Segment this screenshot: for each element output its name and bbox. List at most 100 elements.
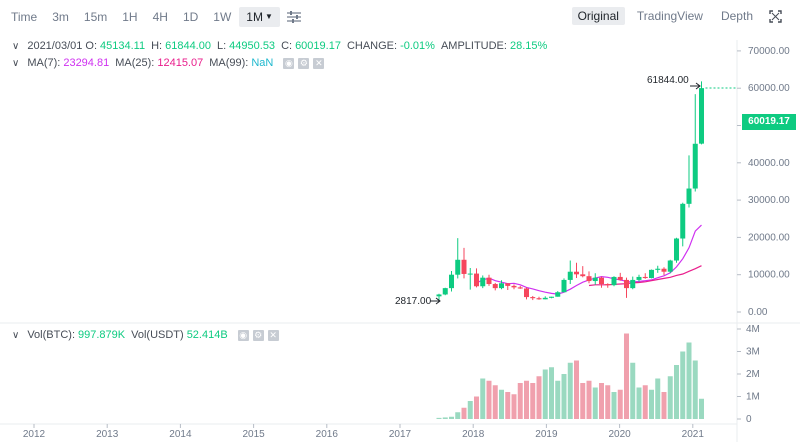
ma99-value: NaN: [251, 57, 274, 69]
candle-body: [524, 288, 529, 298]
candle-body: [474, 273, 479, 287]
volume-bar: [605, 385, 611, 419]
interval-1d-button[interactable]: 1D: [182, 10, 199, 24]
interval-time-button[interactable]: Time: [11, 10, 38, 24]
candle-body: [655, 268, 661, 270]
volume-tick-label: 0: [746, 414, 752, 425]
candle-body: [567, 271, 573, 280]
volume-bar: [642, 385, 648, 419]
price-tick-label: 30000.00: [748, 195, 790, 206]
volume-bar: [680, 351, 686, 419]
candle-body: [680, 203, 686, 239]
volume-bar: [674, 365, 679, 419]
interval-15m-button[interactable]: 15m: [83, 10, 108, 24]
volume-bar: [442, 417, 448, 419]
volume-bar: [649, 389, 654, 419]
ma25-label: MA(25):: [115, 57, 155, 69]
caret-down-icon: ▼: [264, 12, 273, 22]
high-value: 61844.00: [165, 40, 211, 52]
volume-bar: [686, 342, 692, 419]
candle-body: [624, 279, 629, 289]
vol-btc-value: 997.879K: [78, 329, 126, 341]
volume-bar: [517, 383, 523, 419]
volume-bar: [549, 367, 554, 419]
close-value: 60019.17: [295, 40, 341, 52]
chart-toolbar: Time 3m 15m 1H 4H 1D 1W 1M ▼ Original Tra…: [0, 0, 800, 34]
interval-1m-label: 1M: [246, 9, 263, 24]
volume-bar: [574, 360, 579, 419]
volume-bar: [536, 376, 542, 419]
volume-bar: [555, 380, 561, 419]
volume-bar: [692, 360, 698, 419]
interval-1m-dropdown[interactable]: 1M ▼: [239, 6, 280, 28]
time-tick-label: 2020: [608, 429, 631, 440]
candle-body: [574, 271, 579, 275]
interval-3m-button[interactable]: 3m: [52, 10, 69, 24]
ohlc-date: 2021/03/01: [27, 40, 83, 52]
candle-body: [511, 285, 517, 288]
last-price-tag: 60019.17: [742, 114, 796, 130]
volume-legend: ∨ Vol(BTC): 997.879K Vol(USDT) 52.414B ◉…: [12, 329, 279, 341]
interval-4h-button[interactable]: 4H: [152, 10, 168, 24]
low-arrow-icon: [430, 297, 441, 305]
candle-body: [530, 297, 536, 299]
close-label: C:: [281, 40, 293, 52]
candle-body: [436, 294, 442, 297]
volume-bar: [630, 362, 636, 419]
view-depth-button[interactable]: Depth: [720, 9, 753, 23]
interval-1w-button[interactable]: 1W: [213, 10, 232, 24]
volume-tick-label: 1M: [746, 392, 760, 403]
candlestick-chart[interactable]: 70000.0060000.0050000.0040000.0030000.00…: [0, 34, 800, 442]
price-tick-label: 10000.00: [748, 270, 790, 281]
vol-visibility-eye-icon[interactable]: ◉: [237, 329, 249, 341]
volume-tick-label: 2M: [746, 369, 760, 380]
volume-bar: [542, 369, 548, 419]
ma-visibility-eye-icon[interactable]: ◉: [283, 57, 295, 69]
candle-body: [605, 284, 611, 286]
ma-collapse-chevron-icon[interactable]: ∨: [12, 57, 20, 69]
fullscreen-icon[interactable]: [769, 9, 782, 23]
ma-close-icon[interactable]: ✕: [313, 57, 325, 69]
time-tick-label: 2021: [682, 429, 705, 440]
vol-close-icon[interactable]: ✕: [267, 329, 279, 341]
candle-body: [661, 268, 667, 272]
interval-1h-button[interactable]: 1H: [122, 10, 138, 24]
vol-settings-gear-icon[interactable]: ⚙: [252, 329, 264, 341]
candle-body: [617, 276, 623, 280]
collapse-chevron-icon[interactable]: ∨: [12, 40, 20, 52]
ma-settings-gear-icon[interactable]: ⚙: [298, 57, 310, 69]
price-tick-label: 20000.00: [748, 232, 790, 243]
indicator-settings-icon[interactable]: [286, 11, 301, 23]
ma-legend: ∨ MA(7): 23294.81 MA(25): 12415.07 MA(99…: [12, 57, 325, 69]
chart-area[interactable]: 70000.0060000.0050000.0040000.0030000.00…: [0, 34, 800, 442]
high-annotation: 61844.00: [647, 75, 689, 86]
volume-tick-label: 4M: [746, 324, 760, 335]
candle-body: [486, 277, 492, 285]
candle-body: [642, 276, 648, 279]
volume-bar: [499, 389, 504, 419]
candle-body: [686, 188, 692, 204]
candle-body: [592, 277, 598, 282]
time-tick-label: 2016: [316, 429, 339, 440]
view-switcher: Original TradingView Depth: [566, 7, 782, 25]
view-tradingview-button[interactable]: TradingView: [636, 9, 703, 23]
time-tick-label: 2015: [242, 429, 265, 440]
volume-collapse-chevron-icon[interactable]: ∨: [12, 329, 20, 341]
volume-bar: [467, 401, 473, 419]
candle-body: [461, 259, 467, 274]
volume-bar: [461, 407, 467, 419]
candle-body: [674, 238, 679, 261]
candle-body: [636, 276, 642, 280]
volume-bar: [561, 374, 567, 419]
open-label: O:: [85, 40, 98, 52]
price-tick-label: 40000.00: [748, 158, 790, 169]
volume-bar: [505, 392, 511, 419]
view-original-button[interactable]: Original: [571, 7, 625, 25]
candle-body: [692, 143, 698, 189]
low-label: L:: [216, 40, 227, 52]
time-tick-label: 2017: [389, 429, 412, 440]
candle-body: [536, 298, 542, 300]
volume-bar: [611, 392, 617, 419]
volume-bar: [636, 387, 642, 419]
time-tick-label: 2013: [96, 429, 119, 440]
